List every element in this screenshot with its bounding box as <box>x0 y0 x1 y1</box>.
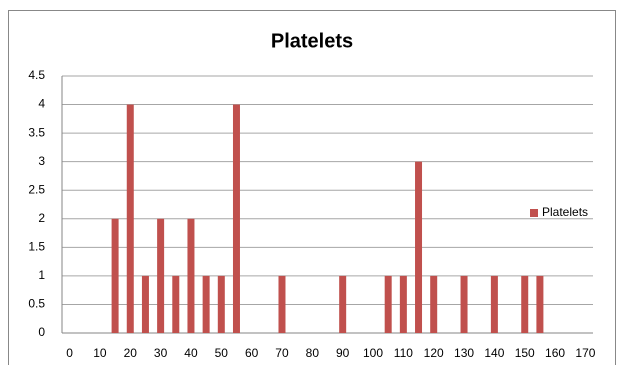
x-tick-label: 100 <box>363 346 383 360</box>
x-tick-label: 120 <box>424 346 444 360</box>
x-tick-label: 20 <box>124 346 138 360</box>
bar <box>460 275 468 333</box>
bar <box>430 275 438 333</box>
bar <box>141 275 149 333</box>
bar <box>339 275 347 333</box>
y-tick-label: 2.5 <box>28 182 45 196</box>
x-tick-label: 40 <box>184 346 198 360</box>
x-tick-label: 140 <box>484 346 504 360</box>
y-tick-label: 2 <box>38 211 45 225</box>
x-tick-label: 70 <box>275 346 289 360</box>
x-tick-label: 60 <box>245 346 259 360</box>
x-tick-label: 80 <box>306 346 320 360</box>
bar <box>111 218 119 333</box>
bar <box>187 218 195 333</box>
chart-title: Platelets <box>271 30 353 52</box>
y-tick-label: 1 <box>38 268 45 282</box>
legend-label: Platelets <box>542 205 588 219</box>
x-tick-label: 90 <box>336 346 350 360</box>
bar <box>232 104 240 333</box>
bar <box>126 104 134 333</box>
x-tick-label: 170 <box>575 346 595 360</box>
bar <box>536 275 544 333</box>
chart-border <box>8 10 616 365</box>
x-tick-label: 160 <box>545 346 565 360</box>
legend-swatch <box>530 209 538 217</box>
bar <box>217 275 225 333</box>
bar <box>415 161 423 333</box>
x-tick-label: 130 <box>454 346 474 360</box>
y-tick-label: 4 <box>38 97 45 111</box>
x-tick-label: 0 <box>66 346 73 360</box>
x-tick-label: 50 <box>215 346 229 360</box>
y-tick-label: 4.5 <box>28 68 45 82</box>
x-tick-label: 110 <box>394 346 413 360</box>
bar <box>399 275 407 333</box>
x-tick-label: 150 <box>515 346 535 360</box>
y-tick-label: 3 <box>38 154 45 168</box>
x-tick-label: 30 <box>154 346 168 360</box>
bar <box>202 275 210 333</box>
bar <box>521 275 529 333</box>
x-tick-label: 10 <box>93 346 107 360</box>
bar <box>172 275 180 333</box>
y-tick-label: 0 <box>38 325 45 339</box>
bar <box>157 218 165 333</box>
y-tick-label: 3.5 <box>28 125 45 139</box>
bar <box>278 275 286 333</box>
y-tick-label: 1.5 <box>28 240 45 254</box>
y-tick-label: 0.5 <box>28 297 45 311</box>
bar <box>490 275 498 333</box>
bar <box>384 275 392 333</box>
